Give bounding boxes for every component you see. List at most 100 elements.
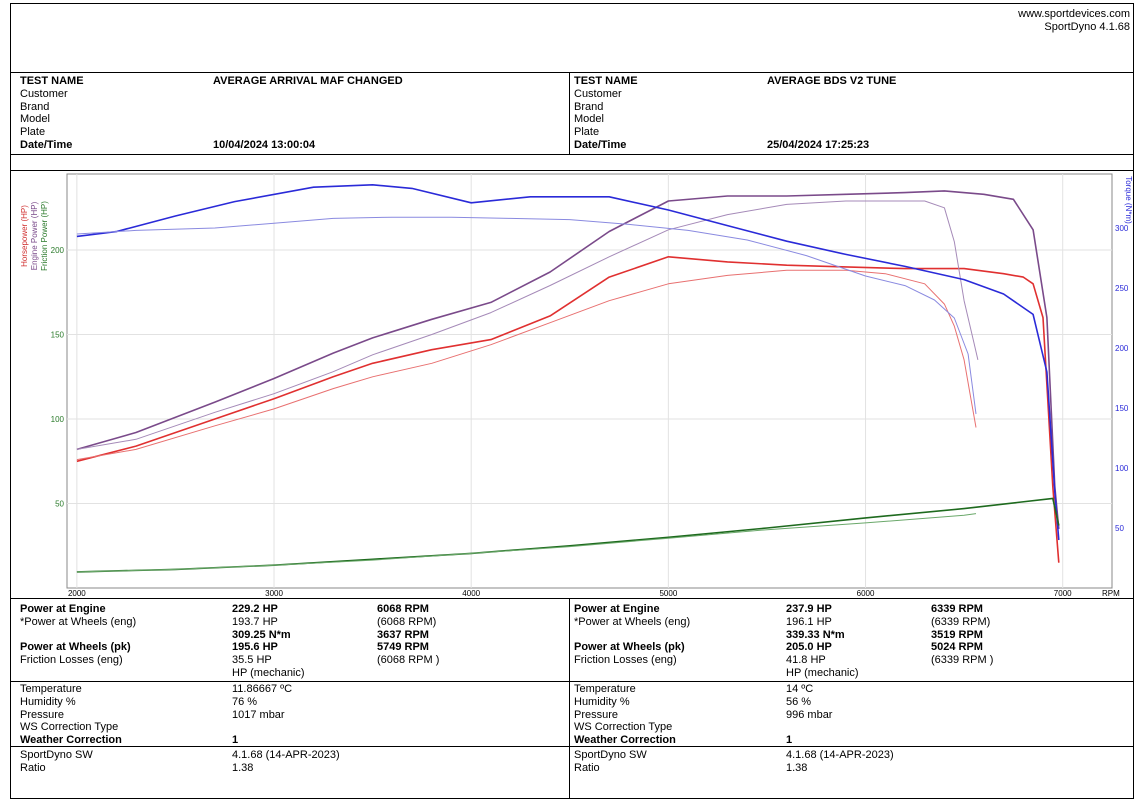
- y-right-tick-label: 100: [1115, 464, 1129, 473]
- weather-correction-label: Weather Correction: [20, 734, 122, 747]
- pressure-label: Pressure: [574, 708, 619, 721]
- x-tick-label: 5000: [659, 589, 677, 598]
- power-wheels-eng-label: *Power at Wheels (eng): [574, 615, 691, 628]
- website-url[interactable]: www.sportdevices.com: [1018, 8, 1130, 20]
- power-wheels-pk-label: Power at Wheels (pk): [20, 641, 131, 654]
- x-tick-label: 6000: [857, 589, 875, 598]
- power-wheels-eng-label: *Power at Wheels (eng): [20, 615, 137, 628]
- conditions-left: Temperature 11.86667 ºC Humidity % 76 % Pr…: [20, 683, 560, 747]
- datetime-label: Date/Time: [20, 138, 73, 151]
- series-group: [76, 184, 1060, 573]
- customer-label: Customer: [574, 87, 622, 100]
- power-wheels-pk-rpm: 5024 RPM: [931, 641, 983, 654]
- power-wheels-pk-rpm: 5749 RPM: [377, 641, 429, 654]
- test-name-label: TEST NAME: [574, 75, 638, 87]
- datetime-label: Date/Time: [574, 138, 627, 151]
- power-wheels-eng-hp: 196.1 HP: [786, 615, 832, 628]
- pressure-value: 1017 mbar: [232, 708, 285, 721]
- x-tick-label: 2000: [68, 589, 86, 598]
- series-line-0: [76, 256, 1060, 563]
- friction-losses-hp: 35.5 HP: [232, 654, 272, 667]
- divider: [10, 681, 1134, 682]
- torque-rpm: 3519 RPM: [931, 628, 983, 641]
- hp-mechanic: HP (mechanic): [232, 666, 305, 679]
- series-line-4: [76, 184, 1060, 541]
- y-left-tick-label: 150: [51, 331, 65, 340]
- sw-label: SportDyno SW: [20, 749, 93, 761]
- software-right: SportDyno SW 4.1.68 (14-APR-2023) Ratio 1.…: [574, 749, 1114, 775]
- power-wheels-pk-hp: 195.6 HP: [232, 641, 278, 654]
- power-engine-hp: 229.2 HP: [232, 603, 278, 615]
- power-engine-hp: 237.9 HP: [786, 603, 832, 615]
- weather-correction-label: Weather Correction: [574, 734, 676, 747]
- sw-version: 4.1.68 (14-APR-2023): [786, 749, 894, 761]
- y-axis-label-engine-power: Engine Power (HP): [30, 201, 39, 270]
- column-divider: [569, 598, 570, 799]
- datetime-value: 25/04/2024 17:25:23: [767, 138, 870, 151]
- x-tick-label: 4000: [462, 589, 480, 598]
- ws-correction-label: WS Correction Type: [574, 721, 673, 734]
- plate-label: Plate: [574, 126, 600, 139]
- power-wheels-eng-rpm: (6339 RPM): [931, 615, 991, 628]
- friction-losses-rpm: (6068 RPM ): [377, 654, 440, 667]
- y-left-tick-label: 50: [55, 500, 64, 509]
- ratio-value: 1.38: [786, 761, 808, 774]
- model-label: Model: [574, 113, 604, 126]
- divider: [10, 154, 1134, 155]
- y-left-tick-label: 100: [51, 415, 65, 424]
- hp-mechanic: HP (mechanic): [786, 666, 859, 679]
- y-axis-label-torque: Torque (N*m): [1124, 176, 1133, 224]
- test-name-label: TEST NAME: [20, 75, 84, 87]
- report-header: www.sportdevices.com SportDyno 4.1.68: [1018, 8, 1130, 34]
- conditions-right: Temperature 14 ºC Humidity % 56 % Pressure…: [574, 683, 1114, 747]
- weather-correction-value: 1: [786, 734, 793, 747]
- datetime-value: 10/04/2024 13:00:04: [213, 138, 316, 151]
- software-left: SportDyno SW 4.1.68 (14-APR-2023) Ratio 1.…: [20, 749, 560, 775]
- power-wheels-eng-rpm: (6068 RPM): [377, 615, 437, 628]
- series-line-3: [76, 200, 979, 450]
- ratio-value: 1.38: [232, 761, 254, 774]
- torque-rpm: 3637 RPM: [377, 628, 429, 641]
- power-wheels-pk-label: Power at Wheels (pk): [574, 641, 685, 654]
- model-label: Model: [20, 113, 50, 126]
- y-axis-label-horsepower: Horsepower (HP): [20, 205, 29, 267]
- ws-correction-label: WS Correction Type: [20, 721, 119, 734]
- y-right-tick-label: 200: [1115, 344, 1129, 353]
- power-engine-label: Power at Engine: [20, 603, 106, 615]
- power-engine-rpm: 6068 RPM: [377, 603, 429, 615]
- friction-losses-rpm: (6339 RPM ): [931, 654, 994, 667]
- test-info-right: TEST NAME AVERAGE BDS V2 TUNE Customer Br…: [574, 75, 1114, 152]
- power-wheels-eng-hp: 193.7 HP: [232, 615, 278, 628]
- humidity-label: Humidity %: [574, 695, 630, 708]
- divider: [10, 746, 1134, 747]
- customer-label: Customer: [20, 87, 68, 100]
- series-line-5: [76, 216, 977, 415]
- sw-label: SportDyno SW: [574, 749, 647, 761]
- plate-label: Plate: [20, 126, 46, 139]
- axis-ticks: 2000 3000 4000 5000 6000 7000 50 100 150 200 50 100…: [51, 224, 1129, 598]
- brand-label: Brand: [574, 100, 604, 113]
- humidity-value: 76 %: [232, 695, 258, 708]
- column-divider: [569, 72, 570, 154]
- temperature-label: Temperature: [20, 683, 82, 695]
- y-right-tick-label: 50: [1115, 524, 1124, 533]
- humidity-value: 56 %: [786, 695, 812, 708]
- series-line-1: [76, 190, 1060, 529]
- test-name: AVERAGE BDS V2 TUNE: [767, 75, 897, 87]
- friction-losses-label: Friction Losses (eng): [20, 654, 123, 667]
- report-frame: [10, 3, 1134, 799]
- y-left-tick-label: 200: [51, 246, 65, 255]
- results-left: Power at Engine 229.2 HP 6068 RPM *Power a…: [20, 603, 560, 680]
- app-version: SportDyno 4.1.68: [1044, 21, 1130, 33]
- brand-label: Brand: [20, 100, 50, 113]
- y-axis-label-friction-power: Friction Power (HP): [40, 201, 49, 271]
- series-line-2: [76, 269, 977, 461]
- plot-area: [66, 173, 1113, 589]
- results-right: Power at Engine 237.9 HP 6339 RPM *Power a…: [574, 603, 1114, 680]
- ratio-label: Ratio: [20, 761, 46, 774]
- gridlines: [67, 174, 1112, 588]
- y-right-tick-label: 250: [1115, 284, 1129, 293]
- humidity-label: Humidity %: [20, 695, 76, 708]
- test-name: AVERAGE ARRIVAL MAF CHANGED: [213, 75, 403, 87]
- power-wheels-pk-hp: 205.0 HP: [786, 641, 832, 654]
